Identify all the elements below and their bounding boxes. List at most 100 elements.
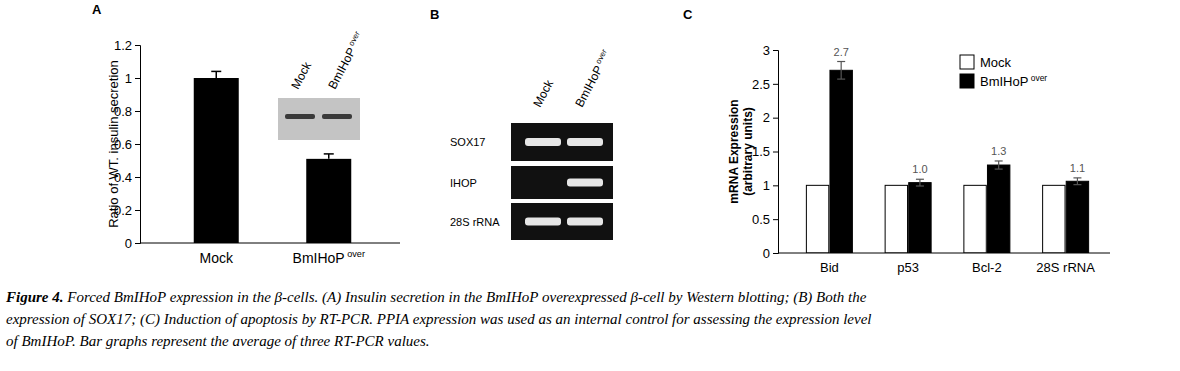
y-tick-mark [773,84,778,85]
y-tick-mark [773,219,778,220]
y-tick: 1 [763,178,778,193]
bar [306,159,351,243]
error-bar [995,161,1003,169]
error-stem [216,71,218,78]
y-tick-mark [773,118,778,119]
x-tick-label: BmIHoP over [293,249,365,265]
y-tick: 0.5 [752,212,778,227]
y-tick: 0 [125,236,140,251]
y-tick-mark [135,177,140,178]
y-tick-mark [773,253,778,254]
data-label: 1.0 [912,163,927,175]
y-axis: 00.511.522.53 [752,43,779,261]
gel-band [567,179,603,187]
x-axis-line [778,253,1110,254]
x-tick-label: 28S rRNA [1036,260,1095,275]
bar [194,78,239,243]
panel-letter: C [683,7,693,22]
y-axis-line [135,46,141,244]
y-axis-title: mRNA Expression [727,99,741,203]
y-tick: 1.5 [752,144,778,159]
y-tick: 1 [125,71,140,86]
gel-row-label: 28S rRNA [450,216,500,228]
error-cap [837,61,845,62]
error-cap [324,153,334,155]
error-cap [1073,177,1081,178]
legend-swatch [960,55,974,69]
legend: Mock BmIHoP over [960,55,1047,89]
y-tick-mark [135,78,140,79]
blot-lane-label: Mock [288,59,314,92]
error-cap [916,185,924,186]
caption-label: Figure 4. [5,289,64,305]
legend-label: BmIHoP over [980,73,1047,89]
y-tick: 2.5 [752,76,778,91]
y-tick-label: 1 [763,178,770,193]
bar [987,165,1009,253]
error-cap [995,168,1003,169]
bar [1043,185,1065,253]
y-tick: 1.2 [114,38,140,53]
error-cap [1073,184,1081,185]
x-tick: Bcl-2 [972,253,1002,275]
gel-row-label: IHOP [450,177,477,189]
figure: A00.20.40.60.811.2Ratio of WT. insulin s… [0,0,1180,371]
bar [830,70,852,253]
panel-a: A00.20.40.60.811.2Ratio of WT. insulin s… [92,2,400,266]
legend-item: Mock [960,55,1012,70]
error-stem [998,161,999,169]
bar [964,185,986,253]
blot-background [278,98,360,140]
x-tick-label: Mock [200,250,234,266]
data-label: 1.3 [991,145,1006,157]
y-tick-mark [135,111,140,112]
error-cap [837,78,845,79]
panel-c: C00.511.522.53mRNA Expression(arbitrary … [683,7,1110,275]
caption: Figure 4. Forced BmIHoP expression in th… [5,289,871,349]
y-tick-mark [135,45,140,46]
y-tick-mark [773,185,778,186]
caption-line: expression of SOX17; (C) Induction of ap… [6,311,871,328]
y-tick-label: 2.5 [752,76,770,91]
panel-letter: B [430,7,439,22]
y-tick-mark [135,243,140,244]
panel-letter: A [92,2,102,17]
bar [909,183,931,253]
legend-swatch [960,74,974,88]
gel-band [567,138,603,146]
y-axis-title: (arbitrary units) [741,107,755,196]
gel-band [567,218,603,226]
x-axis-line [140,243,400,244]
bars [194,71,352,243]
x-axis: Mock BmIHoP over [140,243,400,266]
y-tick: 2 [763,110,778,125]
x-tick: Bid [820,253,839,275]
y-axis-line [773,51,779,254]
blot-band [285,114,315,119]
caption-line: Figure 4. Forced BmIHoP expression in th… [5,289,867,306]
error-bar [324,154,334,159]
error-cap [211,71,221,73]
blot-band [322,114,352,119]
error-cap [916,179,924,180]
y-tick-label: 2 [763,110,770,125]
gel-panel [511,166,613,199]
error-bar [211,71,221,78]
caption-text: Forced BmIHoP expression in the β-cells.… [66,289,867,306]
caption-line: of BmIHoP. Bar graphs represent the aver… [6,333,430,349]
error-stem [919,179,920,186]
gel-row-label: SOX17 [450,136,485,148]
blot-lane-label: BmIHoP over [325,29,367,91]
lane-label: Mock [530,77,556,110]
lane-label: BmIHoP over [572,47,614,109]
gel-panel [511,123,613,161]
y-tick-label: 1.2 [114,38,132,53]
error-bar [1073,178,1081,185]
western-blot-inset: Mock BmIHoP over [278,29,367,140]
y-tick: 3 [763,43,778,58]
gel-band [525,218,561,226]
error-stem [841,62,842,80]
bars [806,62,1088,253]
x-tick: Mock [200,243,234,266]
x-axis: Bidp53Bcl-228S rRNA [778,253,1110,275]
